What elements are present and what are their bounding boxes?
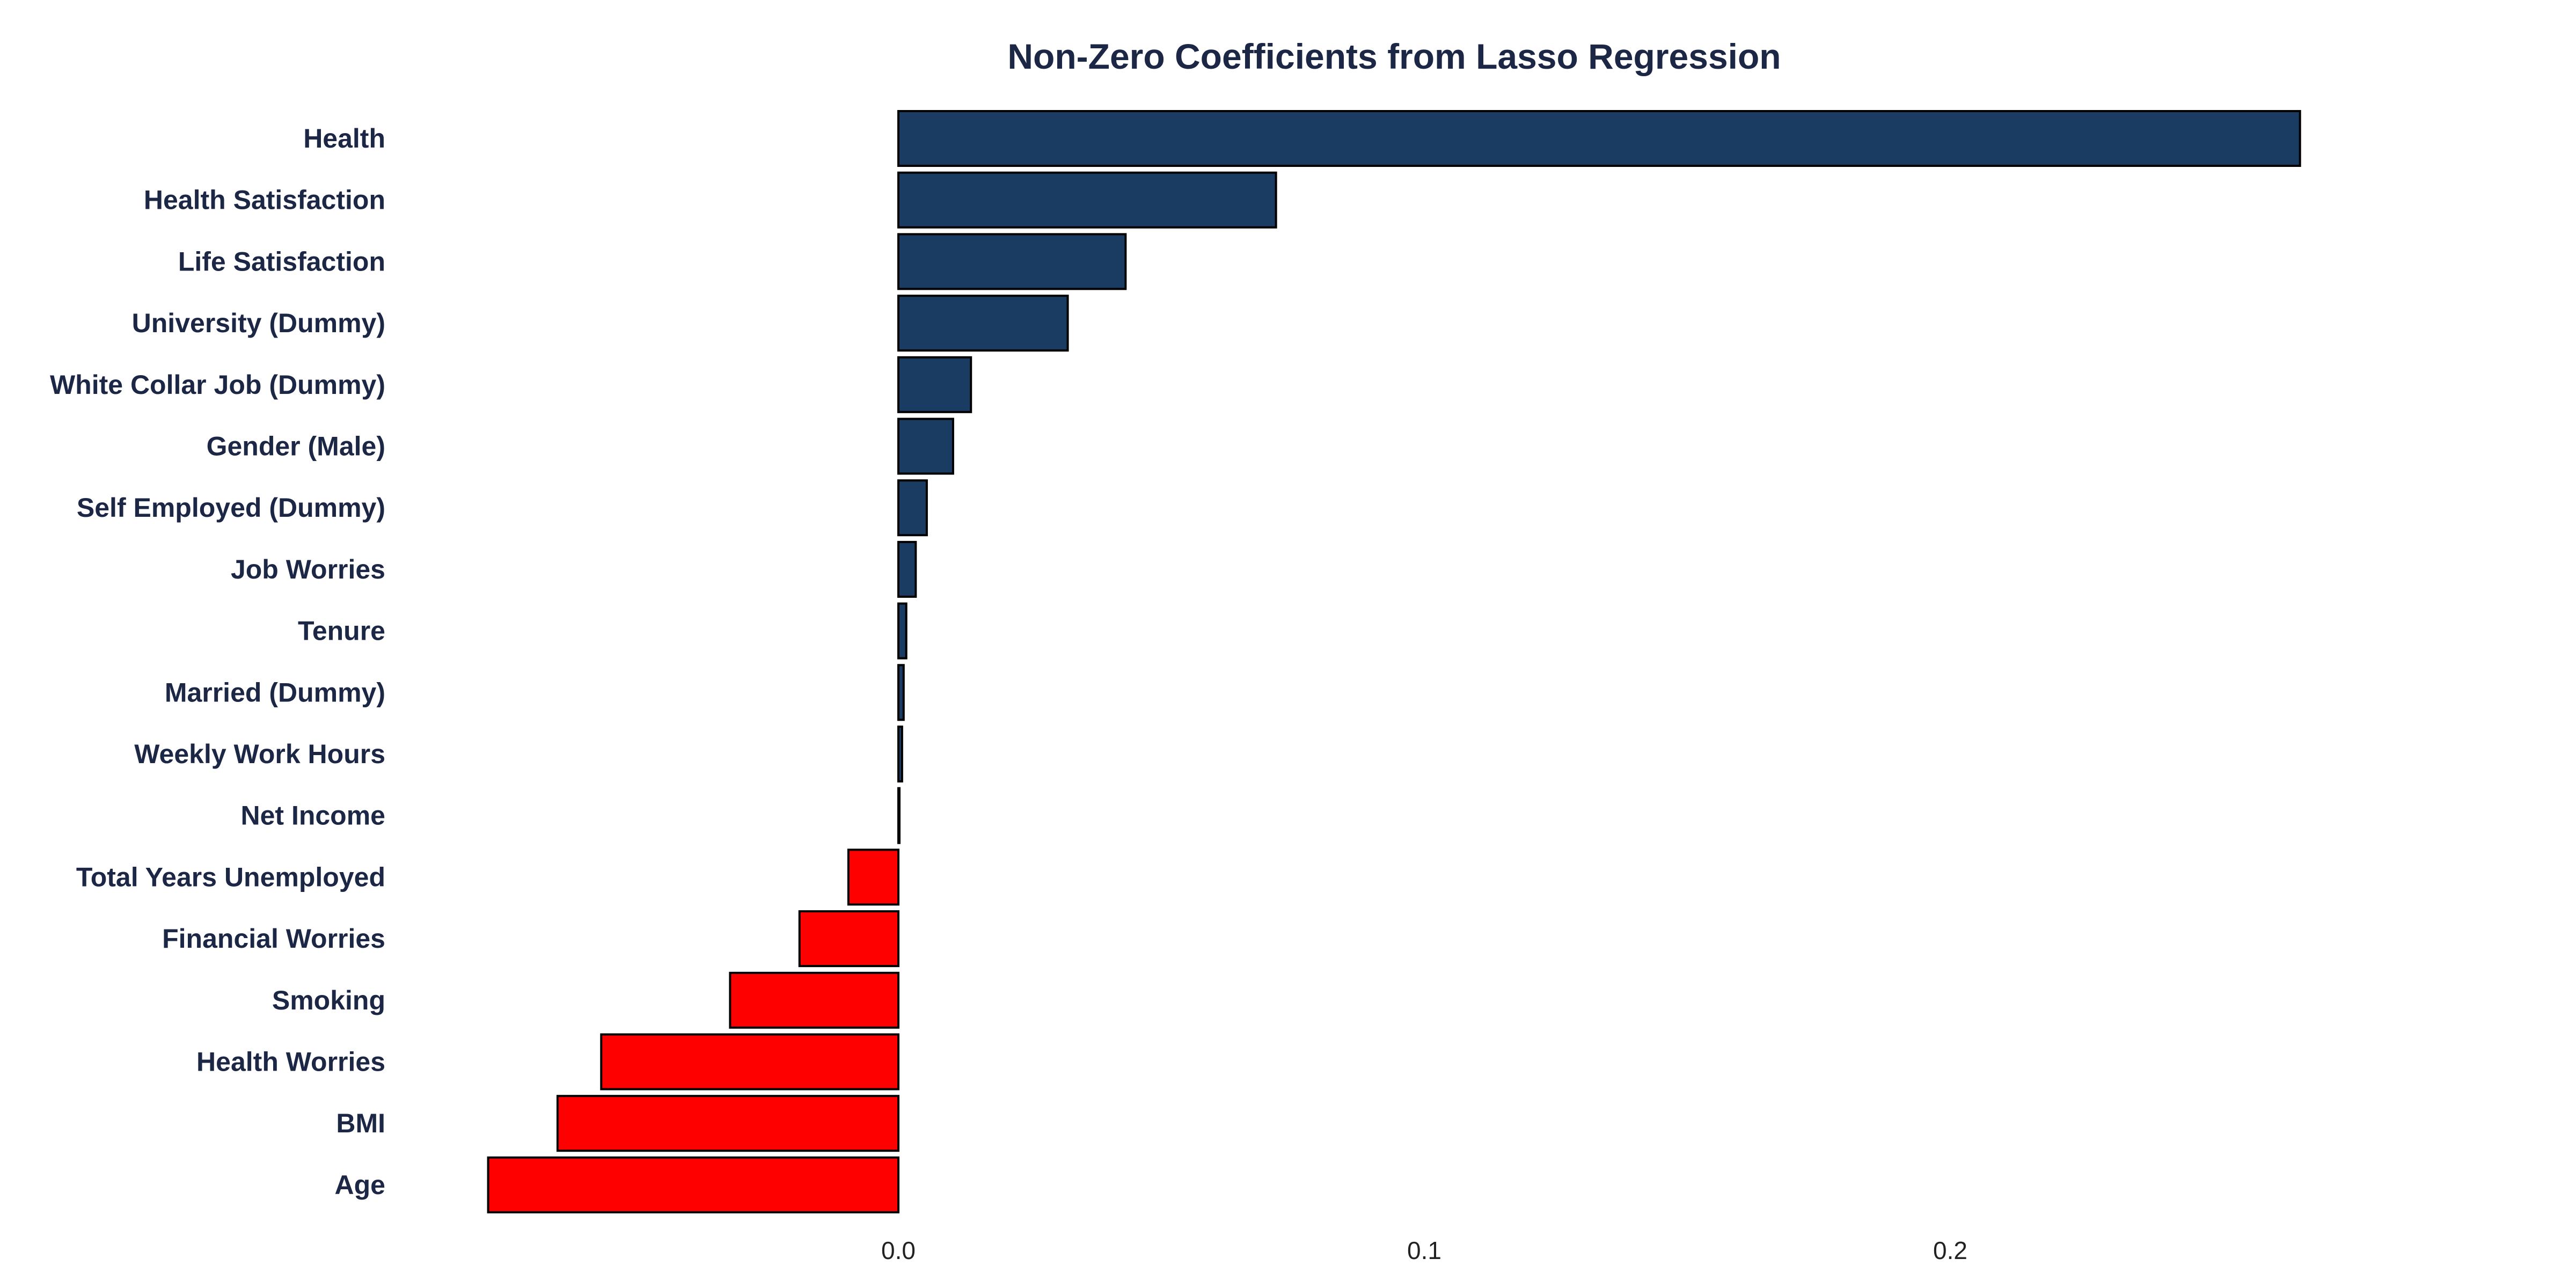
category-label: Smoking bbox=[272, 985, 385, 1015]
x-tick-label: 0.0 bbox=[881, 1236, 916, 1264]
category-label: Job Worries bbox=[231, 554, 385, 584]
bars-group bbox=[487, 110, 2301, 1213]
category-label: Age bbox=[335, 1170, 385, 1200]
bar-health-satisfaction bbox=[897, 171, 1277, 229]
bar-financial-worries bbox=[798, 910, 900, 968]
bar-life-satisfaction bbox=[897, 233, 1127, 290]
category-label: Gender (Male) bbox=[207, 431, 385, 462]
x-tick-label: 0.2 bbox=[1933, 1236, 1967, 1264]
category-label: Health bbox=[303, 123, 385, 153]
bar-bmi bbox=[556, 1095, 899, 1152]
bar-tenure bbox=[897, 602, 908, 660]
bar-smoking bbox=[729, 971, 900, 1029]
category-label: Weekly Work Hours bbox=[134, 739, 385, 769]
bar-self-employed-dummy bbox=[897, 479, 928, 537]
bar-total-years-unemployed bbox=[847, 848, 900, 906]
bar-job-worries bbox=[897, 540, 917, 598]
bar-married-dummy bbox=[897, 664, 905, 721]
category-label: Financial Worries bbox=[162, 924, 385, 954]
category-label: BMI bbox=[336, 1108, 385, 1138]
bar-white-collar-job-dummy bbox=[897, 356, 972, 413]
x-tick-label: 0.1 bbox=[1407, 1236, 1441, 1264]
category-label: Health Satisfaction bbox=[144, 185, 385, 215]
bar-net-income bbox=[897, 787, 901, 844]
category-label: Health Worries bbox=[196, 1047, 385, 1077]
bar-health bbox=[897, 110, 2301, 167]
category-label: University (Dummy) bbox=[132, 308, 385, 338]
category-label: Tenure bbox=[298, 616, 385, 646]
chart-title: Non-Zero Coefficients from Lasso Regress… bbox=[1007, 36, 1781, 76]
category-label: Net Income bbox=[240, 801, 385, 831]
category-label: Life Satisfaction bbox=[178, 246, 385, 276]
category-label: Total Years Unemployed bbox=[76, 862, 385, 892]
category-label: White Collar Job (Dummy) bbox=[50, 370, 385, 400]
category-labels-group: Health Health Satisfaction Life Satisfacti… bbox=[50, 123, 385, 1200]
bar-age bbox=[487, 1156, 899, 1213]
category-label: Married (Dummy) bbox=[165, 677, 385, 707]
bar-university-dummy bbox=[897, 295, 1069, 352]
category-label: Self Employed (Dummy) bbox=[77, 493, 385, 523]
bar-health-worries bbox=[600, 1033, 900, 1091]
bar-weekly-work-hours bbox=[897, 726, 903, 782]
x-axis-ticks-group: 0.0 0.1 0.2 bbox=[881, 1236, 1967, 1264]
bar-gender-male bbox=[897, 418, 954, 475]
